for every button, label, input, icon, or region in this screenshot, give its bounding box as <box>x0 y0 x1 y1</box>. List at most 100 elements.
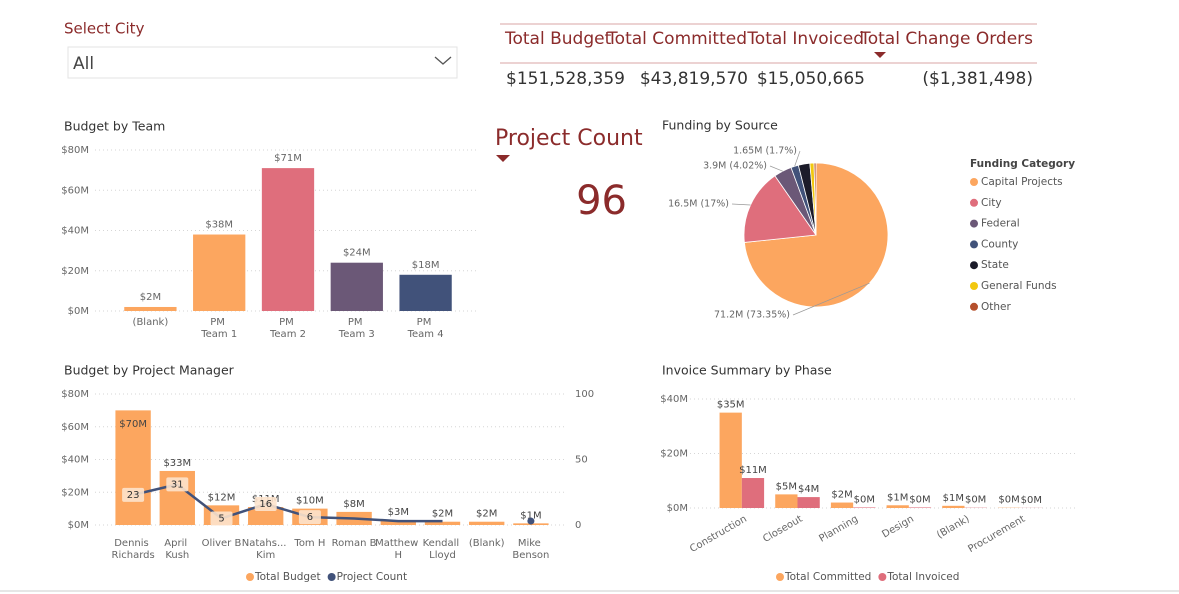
legend-marker <box>970 178 978 186</box>
legend-label: State <box>981 259 1009 271</box>
pie-slice <box>813 162 817 236</box>
legend-marker <box>970 261 978 270</box>
legend-label: Total Budget <box>254 571 321 583</box>
leader-line <box>731 203 751 206</box>
bar <box>330 262 383 311</box>
bar <box>797 497 820 508</box>
x-tick-label: (Blank) <box>133 317 169 328</box>
bar <box>248 506 284 525</box>
bar <box>469 521 505 525</box>
bar <box>853 507 876 508</box>
y-tick-label: $20M <box>660 449 688 460</box>
data-label: 16 <box>259 499 272 510</box>
x-tick-label: Construction <box>688 514 749 555</box>
x-tick-label: Oliver B <box>202 538 242 549</box>
y-tick-label: $60M <box>61 185 89 196</box>
y-tick-label: $40M <box>61 455 89 466</box>
data-label: $1M <box>887 492 908 503</box>
kpi-value: $15,050,665 <box>757 69 865 89</box>
data-label: $35M <box>717 400 745 411</box>
slicer-title: Select City <box>64 20 145 38</box>
bar <box>886 505 909 508</box>
x-tick-label: PM Team 1 <box>200 317 237 340</box>
y-tick-label: 50 <box>575 455 588 466</box>
chart-title: Invoice Summary by Phase <box>662 363 832 378</box>
card-indicator <box>496 155 510 162</box>
x-tick-label: Tom H <box>293 538 325 549</box>
x-tick-label: Dennis Richards <box>112 538 155 561</box>
y-tick-label: $0M <box>68 306 89 317</box>
data-label-bg <box>254 497 277 512</box>
data-label: $1M <box>520 510 541 521</box>
x-tick-label: PM Team 2 <box>269 317 306 340</box>
bar <box>115 410 151 525</box>
data-label: $10M <box>296 496 324 507</box>
chart-title: Budget by Project Manager <box>64 363 235 378</box>
bar <box>830 502 854 508</box>
chart-title: Budget by Team <box>64 119 165 134</box>
bar <box>424 521 461 525</box>
legend-marker <box>970 282 978 290</box>
legend-label: Federal <box>981 218 1020 230</box>
data-label-bg <box>298 510 321 525</box>
bar <box>741 478 765 508</box>
data-label: $0M <box>965 495 986 506</box>
y-tick-label: $20M <box>61 487 89 498</box>
y-tick-label: 100 <box>575 389 594 400</box>
bar <box>908 507 932 508</box>
x-tick-label: Matthew H <box>375 538 421 561</box>
bar <box>399 274 452 311</box>
data-label: $11M <box>739 465 767 476</box>
x-tick-label: (Blank) <box>935 514 972 541</box>
kpi-value: $43,819,570 <box>640 69 748 89</box>
legend-label: Other <box>981 301 1011 313</box>
data-label: $12M <box>208 492 236 503</box>
y-tick-label: $40M <box>660 394 688 405</box>
legend-label: Total Committed <box>784 571 871 583</box>
data-label: $71M <box>274 153 302 164</box>
line-point <box>527 517 535 525</box>
legend-marker <box>970 302 978 311</box>
legend-label: County <box>981 238 1018 250</box>
kpi-value: ($1,381,498) <box>922 69 1033 89</box>
legend-marker <box>327 573 336 581</box>
data-label-bg <box>210 511 233 526</box>
legend-marker <box>970 198 978 207</box>
data-label: $70M <box>119 419 147 430</box>
x-tick-label: Kendall Lloyd <box>423 538 463 561</box>
legend-marker <box>246 573 254 581</box>
data-label: 31 <box>171 479 184 490</box>
x-tick-label: Design <box>880 514 915 541</box>
slicer-value: All <box>73 54 94 74</box>
bar <box>942 505 965 508</box>
y-tick-label: 0 <box>575 520 581 531</box>
kpi-header: Total Change Orders <box>859 29 1033 49</box>
data-label: $0M <box>998 495 1019 506</box>
slicer-box[interactable] <box>67 46 458 79</box>
bar <box>193 234 246 311</box>
data-label: $18M <box>412 260 440 271</box>
data-label: $8M <box>343 499 364 510</box>
x-tick-label: Mike Benson <box>512 538 549 561</box>
sort-indicator <box>874 52 886 58</box>
bar <box>775 494 798 508</box>
kpi-header: Total Committed <box>606 29 747 49</box>
y-tick-label: $0M <box>68 520 89 531</box>
bar <box>124 306 177 311</box>
data-label: $0M <box>909 494 930 505</box>
pie-slice <box>743 175 817 243</box>
legend-marker <box>776 573 784 581</box>
data-label: $24M <box>343 248 371 259</box>
data-label: 16.5M (17%) <box>668 199 729 210</box>
data-label: $2M <box>140 292 161 303</box>
legend-label: Project Count <box>337 571 407 583</box>
data-label: $3M <box>388 507 409 518</box>
dropdown-chevron[interactable] <box>434 56 452 65</box>
data-label: $5M <box>776 481 797 492</box>
x-tick-label: Procurement <box>966 514 1027 556</box>
data-label: $33M <box>163 458 191 469</box>
card-title: Project Count <box>495 126 643 151</box>
bar <box>719 412 742 508</box>
chart-title: Funding by Source <box>662 118 778 133</box>
kpi-header: Total Budget <box>504 29 612 49</box>
